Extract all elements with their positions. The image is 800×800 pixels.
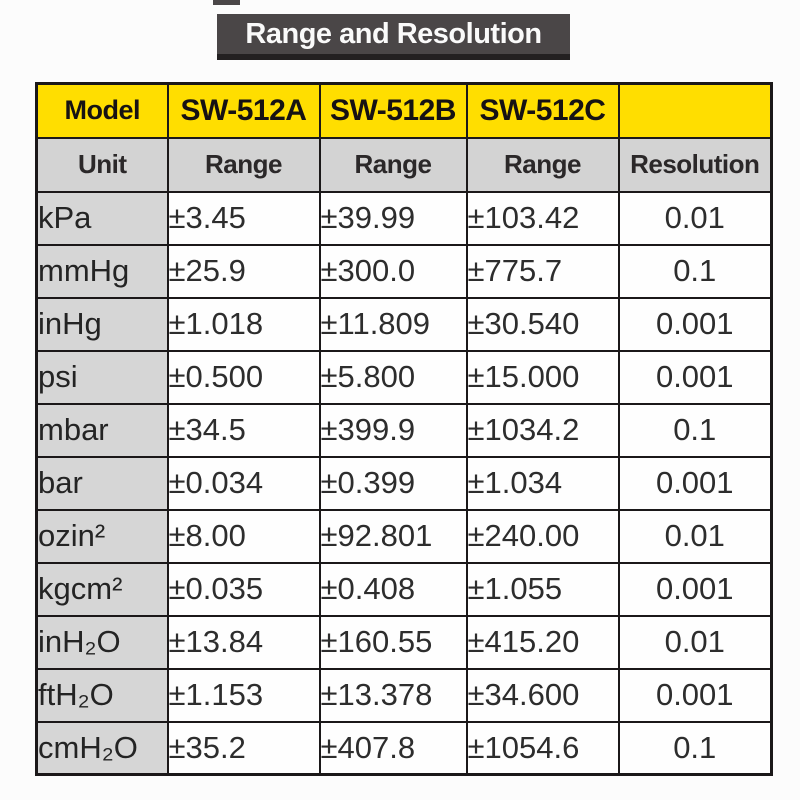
unit-cell: psi	[35, 349, 169, 405]
range-a-cell: ±0.500	[166, 349, 321, 405]
range-c-cell: ±240.00	[465, 508, 620, 564]
unit-cell: inH₂O	[35, 614, 169, 670]
range-c-cell: ±775.7	[465, 243, 620, 299]
range-a-cell: ±13.84	[166, 614, 321, 670]
spec-table: Model SW-512A SW-512B SW-512C Unit Range…	[35, 82, 773, 776]
range-a-cell: ±8.00	[166, 508, 321, 564]
model-cell-sw512b: SW-512B	[318, 82, 468, 139]
resolution-cell: 0.001	[617, 667, 773, 723]
unit-cell: mbar	[35, 402, 169, 458]
range-b-cell: ±0.399	[318, 455, 468, 511]
range-a-header-cell: Range	[166, 136, 321, 193]
range-c-cell: ±15.000	[465, 349, 620, 405]
range-c-cell: ±30.540	[465, 296, 620, 352]
resolution-cell: 0.001	[617, 349, 773, 405]
resolution-cell: 0.01	[617, 614, 773, 670]
range-c-cell: ±1034.2	[465, 402, 620, 458]
range-a-cell: ±35.2	[166, 720, 321, 776]
range-b-cell: ±0.408	[318, 561, 468, 617]
resolution-cell: 0.01	[617, 508, 773, 564]
unit-cell: kgcm²	[35, 561, 169, 617]
range-a-cell: ±3.45	[166, 190, 321, 246]
range-c-cell: ±103.42	[465, 190, 620, 246]
column-header-row: Unit Range Range Range Resolution	[35, 136, 773, 193]
resolution-cell: 0.1	[617, 402, 773, 458]
unit-header-cell: Unit	[35, 136, 169, 193]
range-a-cell: ±1.153	[166, 667, 321, 723]
resolution-cell: 0.1	[617, 243, 773, 299]
resolution-cell: 0.001	[617, 561, 773, 617]
range-c-cell: ±415.20	[465, 614, 620, 670]
range-a-cell: ±0.035	[166, 561, 321, 617]
page-title: Range and Resolution	[245, 17, 542, 50]
range-b-cell: ±92.801	[318, 508, 468, 564]
table-row-kpa: kPa ±3.45 ±39.99 ±103.42 0.01	[35, 190, 773, 246]
range-b-cell: ±5.800	[318, 349, 468, 405]
unit-cell: ftH₂O	[35, 667, 169, 723]
range-b-cell: ±300.0	[318, 243, 468, 299]
unit-cell: cmH₂O	[35, 720, 169, 776]
range-a-cell: ±1.018	[166, 296, 321, 352]
range-b-cell: ±13.378	[318, 667, 468, 723]
resolution-header-cell: Resolution	[617, 136, 773, 193]
table-row-bar: bar ±0.034 ±0.399 ±1.034 0.001	[35, 455, 773, 511]
resolution-cell: 0.001	[617, 455, 773, 511]
range-b-cell: ±39.99	[318, 190, 468, 246]
top-edge-artifact	[213, 0, 240, 5]
table-row-fth2o: ftH₂O ±1.153 ±13.378 ±34.600 0.001	[35, 667, 773, 723]
table-row-ozin2: ozin² ±8.00 ±92.801 ±240.00 0.01	[35, 508, 773, 564]
model-label-cell: Model	[35, 82, 169, 139]
table-row-inh2o: inH₂O ±13.84 ±160.55 ±415.20 0.01	[35, 614, 773, 670]
model-blank-cell	[617, 82, 773, 139]
range-c-header-cell: Range	[465, 136, 620, 193]
model-header-row: Model SW-512A SW-512B SW-512C	[35, 82, 773, 139]
range-c-cell: ±34.600	[465, 667, 620, 723]
unit-cell: mmHg	[35, 243, 169, 299]
unit-cell: kPa	[35, 190, 169, 246]
table-row-mbar: mbar ±34.5 ±399.9 ±1034.2 0.1	[35, 402, 773, 458]
range-a-cell: ±25.9	[166, 243, 321, 299]
table-row-inhg: inHg ±1.018 ±11.809 ±30.540 0.001	[35, 296, 773, 352]
range-c-cell: ±1054.6	[465, 720, 620, 776]
resolution-cell: 0.001	[617, 296, 773, 352]
range-b-cell: ±11.809	[318, 296, 468, 352]
unit-cell: ozin²	[35, 508, 169, 564]
range-b-cell: ±399.9	[318, 402, 468, 458]
range-b-cell: ±160.55	[318, 614, 468, 670]
table-row-mmhg: mmHg ±25.9 ±300.0 ±775.7 0.1	[35, 243, 773, 299]
title-banner: Range and Resolution	[217, 14, 570, 60]
table-row-kgcm2: kgcm² ±0.035 ±0.408 ±1.055 0.001	[35, 561, 773, 617]
range-c-cell: ±1.055	[465, 561, 620, 617]
range-a-cell: ±34.5	[166, 402, 321, 458]
model-cell-sw512a: SW-512A	[166, 82, 321, 139]
range-c-cell: ±1.034	[465, 455, 620, 511]
table-row-cmh2o: cmH₂O ±35.2 ±407.8 ±1054.6 0.1	[35, 720, 773, 776]
resolution-cell: 0.1	[617, 720, 773, 776]
resolution-cell: 0.01	[617, 190, 773, 246]
table-row-psi: psi ±0.500 ±5.800 ±15.000 0.001	[35, 349, 773, 405]
range-b-header-cell: Range	[318, 136, 468, 193]
range-a-cell: ±0.034	[166, 455, 321, 511]
range-b-cell: ±407.8	[318, 720, 468, 776]
unit-cell: inHg	[35, 296, 169, 352]
unit-cell: bar	[35, 455, 169, 511]
model-cell-sw512c: SW-512C	[465, 82, 620, 139]
